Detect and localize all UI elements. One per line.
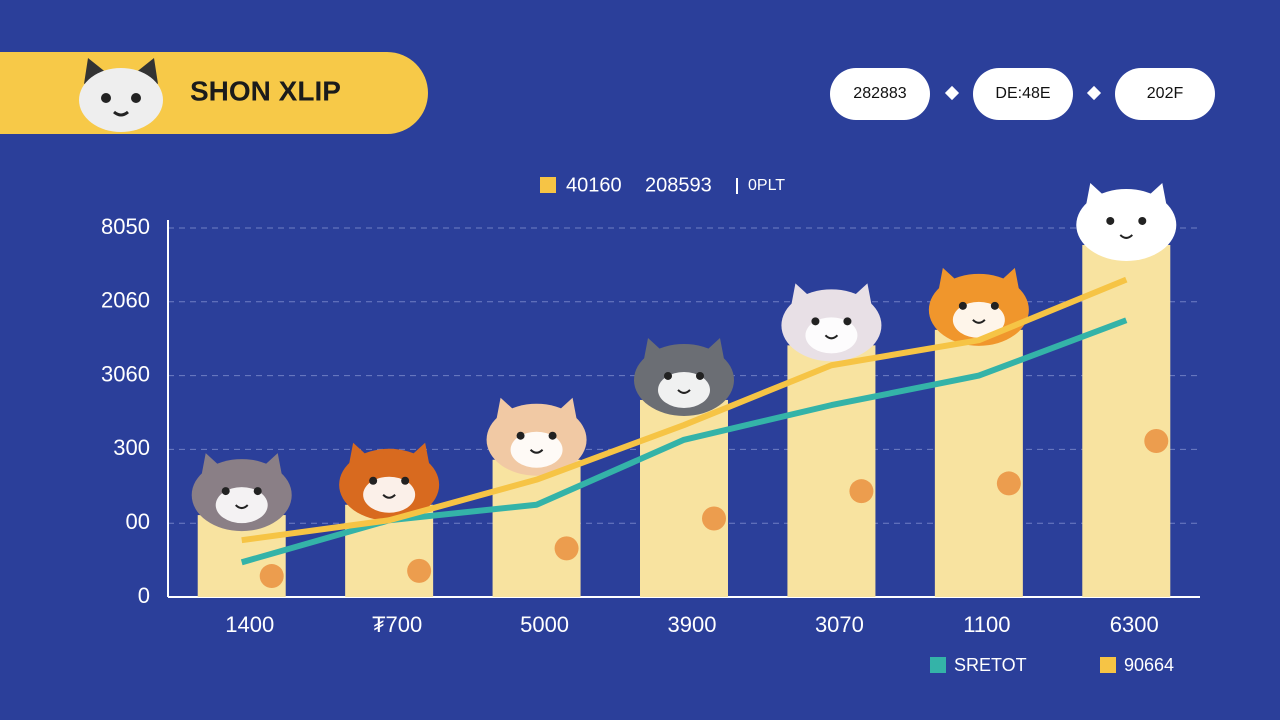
button-label[interactable]: DE:48E — [995, 85, 1050, 102]
mouth — [677, 389, 691, 394]
eye — [401, 476, 410, 485]
eye — [516, 431, 525, 440]
legend-swatch — [1100, 657, 1116, 673]
button[interactable]: 202F — [1115, 68, 1215, 120]
bar — [934, 329, 1023, 597]
separator — [1086, 85, 1102, 101]
x-tick-label: 3900 — [668, 612, 717, 637]
muzzle — [510, 431, 563, 468]
bar — [787, 345, 876, 597]
animal-face — [781, 283, 882, 362]
mouth — [1119, 234, 1133, 239]
legend-swatch — [930, 657, 946, 673]
legend-text: 208593 — [645, 174, 712, 196]
animal-face — [634, 337, 734, 416]
button[interactable]: DE:48E — [973, 68, 1073, 120]
eye — [696, 371, 704, 380]
button-label[interactable]: 282883 — [853, 85, 906, 102]
x-tick-label: 1100 — [963, 612, 1010, 637]
bar-spot — [554, 536, 579, 561]
bar-spot — [996, 471, 1021, 496]
x-tick-label: 1400 — [225, 612, 274, 637]
mouth — [824, 334, 839, 340]
legend-label: SRETOT — [954, 655, 1027, 675]
y-tick-label: 8050 — [101, 214, 150, 239]
y-tick-label: 2060 — [101, 288, 150, 313]
animal-face — [486, 397, 587, 476]
bar-spot — [407, 558, 432, 583]
legend-swatch — [540, 177, 556, 193]
separator — [944, 85, 960, 101]
bar-spot — [702, 506, 726, 531]
bar-spot — [259, 564, 284, 589]
line — [241, 276, 1128, 544]
bar-spot — [1144, 428, 1169, 453]
logo-cat — [79, 58, 163, 132]
animal-face — [339, 442, 440, 521]
app-title: SHON XLIP — [190, 75, 341, 106]
eye — [811, 317, 820, 326]
eye — [221, 487, 230, 496]
animal-face — [928, 267, 1029, 346]
button[interactable]: 282883 — [830, 68, 930, 120]
y-tick-label: 00 — [126, 509, 150, 534]
muzzle — [952, 301, 1005, 338]
eye — [548, 431, 557, 440]
mouth — [972, 319, 986, 324]
legend-text: 40160 — [566, 174, 622, 196]
eye — [843, 317, 852, 326]
mouth — [235, 504, 249, 510]
bar — [1082, 244, 1171, 597]
animal-face — [191, 453, 292, 532]
mouth — [382, 494, 396, 499]
eye — [253, 487, 262, 496]
eye — [990, 301, 999, 310]
x-tick-label: 3070 — [815, 612, 864, 637]
button-label[interactable]: 202F — [1147, 85, 1184, 102]
eye — [958, 301, 967, 310]
y-tick-label: 3060 — [101, 361, 150, 386]
eye — [1138, 216, 1147, 225]
muzzle — [1100, 216, 1153, 253]
x-tick-label: ₮700 — [372, 612, 422, 637]
legend-label: 90664 — [1124, 655, 1174, 675]
muzzle — [658, 371, 710, 408]
eye — [369, 476, 378, 485]
animal-face — [1076, 182, 1177, 261]
y-tick-label: 0 — [138, 583, 150, 608]
muzzle — [805, 317, 858, 354]
legend-text: 0PLT — [748, 177, 785, 194]
x-tick-label: 6300 — [1110, 612, 1159, 637]
x-tick-label: 5000 — [520, 612, 569, 637]
bar-spot — [849, 479, 874, 504]
y-tick-label: 300 — [113, 435, 150, 460]
mouth — [529, 448, 544, 454]
muzzle — [363, 476, 416, 513]
muzzle — [215, 487, 268, 524]
eye — [1106, 216, 1115, 225]
eye — [664, 371, 672, 380]
